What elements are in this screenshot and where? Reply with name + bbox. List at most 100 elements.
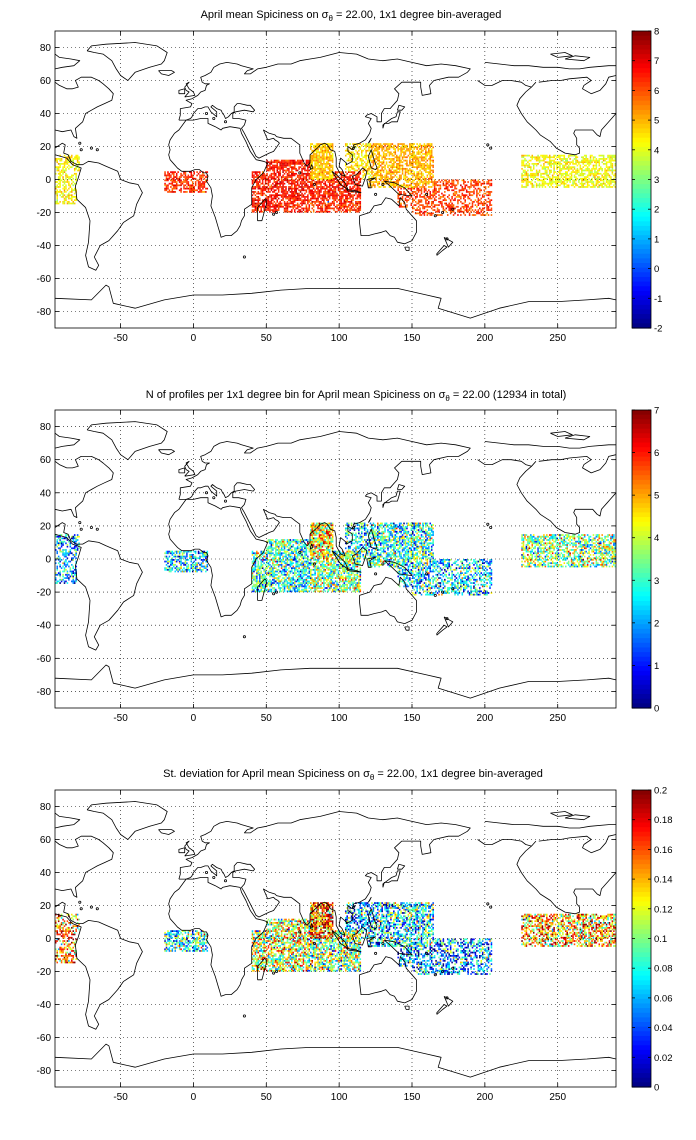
data-cell	[372, 164, 375, 167]
data-cell	[372, 163, 375, 165]
data-cell	[425, 167, 427, 170]
data-cell	[400, 154, 402, 157]
data-cell	[196, 179, 198, 182]
data-cell	[369, 181, 372, 183]
data-cell	[286, 197, 289, 200]
data-cell	[326, 192, 328, 195]
data-cell	[527, 179, 529, 182]
data-cell	[460, 197, 462, 200]
data-cell	[264, 200, 267, 203]
data-cell	[272, 191, 274, 193]
data-cell	[175, 177, 178, 180]
data-cell	[307, 209, 309, 211]
data-cell	[349, 166, 351, 169]
data-cell	[390, 159, 392, 162]
data-cell	[359, 164, 362, 167]
data-cell	[489, 202, 491, 205]
data-cell	[178, 177, 181, 180]
data-cell	[416, 158, 418, 160]
data-cell	[343, 205, 346, 208]
data-cell	[400, 184, 402, 187]
data-cell	[585, 159, 587, 162]
data-cell	[333, 189, 335, 192]
data-cell	[422, 153, 424, 155]
data-cell	[461, 192, 464, 195]
data-cell	[334, 186, 337, 188]
data-cell	[398, 176, 401, 178]
data-cell	[419, 164, 421, 167]
data-cell	[330, 146, 332, 149]
data-cell	[414, 191, 417, 193]
data-cell	[608, 158, 611, 160]
data-cell	[366, 163, 369, 165]
data-cell	[76, 154, 79, 157]
data-cell	[599, 184, 602, 187]
data-cell	[390, 176, 392, 178]
data-cell	[273, 194, 276, 197]
data-cell	[330, 179, 332, 182]
data-cell	[486, 207, 488, 210]
data-cell	[470, 194, 472, 197]
data-cell	[334, 181, 337, 183]
data-cell	[276, 187, 279, 190]
data-cell	[318, 189, 321, 192]
data-cell	[575, 177, 577, 180]
data-cell	[362, 143, 364, 145]
data-cell	[359, 172, 362, 175]
data-cell	[362, 166, 364, 169]
data-cell	[410, 172, 413, 175]
data-cell	[544, 171, 547, 173]
data-cell	[267, 187, 270, 190]
data-cell	[387, 177, 389, 180]
data-cell	[298, 588, 300, 591]
data-cell	[420, 166, 423, 169]
data-cell	[446, 196, 449, 198]
data-cell	[352, 167, 354, 170]
data-cell	[293, 588, 296, 591]
data-cell	[592, 174, 595, 177]
data-cell	[461, 187, 464, 190]
data-cell	[371, 184, 373, 187]
data-cell	[591, 179, 593, 182]
data-cell	[442, 207, 445, 210]
data-cell	[257, 191, 260, 193]
data-cell	[320, 197, 322, 200]
data-cell	[321, 204, 324, 206]
data-cell	[563, 181, 566, 183]
data-cell	[563, 166, 566, 169]
data-cell	[304, 189, 306, 192]
data-cell	[422, 212, 424, 215]
data-cell	[550, 156, 552, 159]
data-cell	[177, 171, 179, 173]
data-cell	[585, 158, 587, 160]
data-cell	[285, 166, 287, 169]
data-cell	[175, 174, 178, 177]
data-cell	[343, 179, 346, 182]
data-cell	[477, 182, 480, 185]
data-cell	[251, 210, 254, 213]
data-cell	[548, 158, 551, 160]
data-cell	[257, 181, 260, 183]
data-cell	[296, 181, 299, 183]
data-cell	[378, 143, 381, 145]
data-cell	[334, 210, 337, 213]
data-cell	[336, 176, 338, 178]
data-cell	[595, 172, 598, 175]
data-cell	[331, 192, 334, 195]
data-cell	[490, 184, 493, 187]
data-cell	[566, 172, 568, 175]
data-cell	[548, 154, 551, 157]
data-cell	[489, 204, 491, 206]
data-cell	[352, 194, 354, 197]
data-cell	[330, 176, 332, 178]
data-cell	[328, 164, 331, 167]
data-cell	[454, 212, 456, 215]
data-cell	[184, 181, 187, 183]
data-cell	[69, 176, 72, 178]
data-cell	[275, 204, 277, 206]
data-cell	[403, 191, 405, 193]
data-cell	[451, 182, 453, 185]
data-cell	[530, 166, 532, 169]
data-cell	[293, 159, 296, 162]
data-cell	[266, 179, 268, 182]
